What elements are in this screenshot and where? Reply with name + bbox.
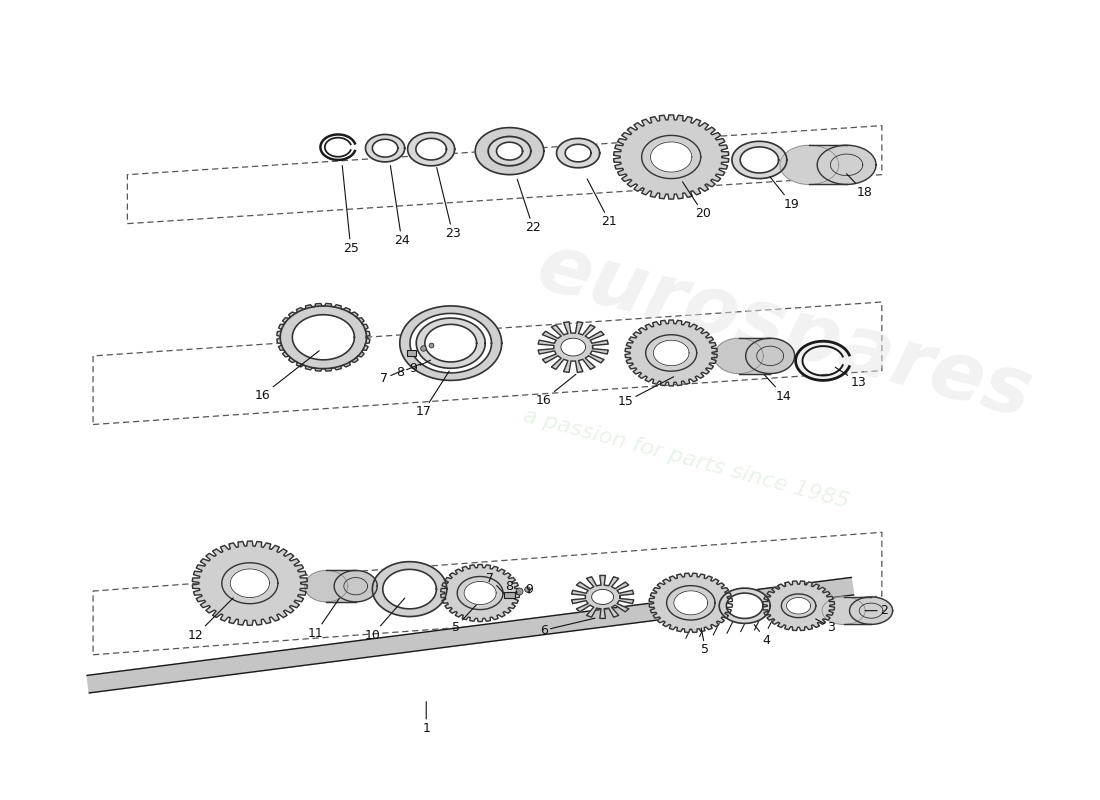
Text: 10: 10 xyxy=(364,598,405,642)
Polygon shape xyxy=(293,314,354,360)
Polygon shape xyxy=(649,574,733,633)
Text: 4: 4 xyxy=(755,625,770,646)
Polygon shape xyxy=(810,146,847,185)
Polygon shape xyxy=(739,338,770,374)
Polygon shape xyxy=(714,338,763,374)
Polygon shape xyxy=(475,128,543,174)
Polygon shape xyxy=(795,342,849,381)
Polygon shape xyxy=(334,570,377,602)
Polygon shape xyxy=(557,138,600,168)
Polygon shape xyxy=(320,134,355,160)
Text: 3: 3 xyxy=(816,619,835,634)
Polygon shape xyxy=(87,578,854,693)
Polygon shape xyxy=(740,147,779,173)
Polygon shape xyxy=(192,541,307,626)
Polygon shape xyxy=(641,135,701,178)
Text: 16: 16 xyxy=(536,374,576,406)
Text: 16: 16 xyxy=(255,350,319,402)
Text: 1: 1 xyxy=(422,702,430,734)
Text: 12: 12 xyxy=(188,598,233,642)
Polygon shape xyxy=(786,598,811,614)
Polygon shape xyxy=(230,569,270,598)
Bar xyxy=(407,350,417,356)
Text: 8: 8 xyxy=(506,580,517,593)
Polygon shape xyxy=(280,306,366,369)
Text: 11: 11 xyxy=(308,598,340,640)
Polygon shape xyxy=(650,142,692,172)
Polygon shape xyxy=(222,562,278,604)
Text: 23: 23 xyxy=(437,167,461,240)
Polygon shape xyxy=(614,115,728,199)
Polygon shape xyxy=(674,590,707,615)
Polygon shape xyxy=(849,597,892,624)
Polygon shape xyxy=(383,570,437,609)
Polygon shape xyxy=(565,144,591,162)
Polygon shape xyxy=(561,338,585,356)
Polygon shape xyxy=(496,142,522,160)
Polygon shape xyxy=(441,565,519,622)
Text: 20: 20 xyxy=(682,182,712,220)
Text: 5: 5 xyxy=(701,628,710,656)
Text: 14: 14 xyxy=(764,374,792,402)
Polygon shape xyxy=(538,322,608,372)
Text: 7: 7 xyxy=(381,370,404,385)
Polygon shape xyxy=(488,137,531,166)
Polygon shape xyxy=(425,324,476,362)
Polygon shape xyxy=(653,340,689,366)
Text: 2: 2 xyxy=(865,604,888,617)
Polygon shape xyxy=(464,582,496,605)
Polygon shape xyxy=(372,139,398,157)
Text: 6: 6 xyxy=(540,618,595,637)
Polygon shape xyxy=(277,303,370,371)
Polygon shape xyxy=(293,314,354,360)
Polygon shape xyxy=(817,146,876,185)
Text: 9: 9 xyxy=(409,360,430,375)
Text: 22: 22 xyxy=(517,179,541,234)
Text: 18: 18 xyxy=(847,174,872,198)
Text: 25: 25 xyxy=(342,166,359,254)
Polygon shape xyxy=(327,570,355,602)
Polygon shape xyxy=(408,133,454,166)
Polygon shape xyxy=(780,146,838,185)
Polygon shape xyxy=(399,306,502,381)
Polygon shape xyxy=(592,590,614,605)
Polygon shape xyxy=(572,575,634,618)
Text: eurospares: eurospares xyxy=(528,228,1040,435)
Polygon shape xyxy=(625,320,717,386)
Polygon shape xyxy=(458,577,503,610)
Text: 7: 7 xyxy=(486,572,503,592)
Polygon shape xyxy=(305,570,348,602)
Text: a passion for parts since 1985: a passion for parts since 1985 xyxy=(520,406,851,512)
Polygon shape xyxy=(781,594,816,618)
Polygon shape xyxy=(488,137,531,166)
Text: 8: 8 xyxy=(396,364,420,379)
Text: 17: 17 xyxy=(416,371,449,418)
Text: 13: 13 xyxy=(835,367,866,389)
Polygon shape xyxy=(504,592,516,598)
Polygon shape xyxy=(410,314,492,373)
Polygon shape xyxy=(719,588,770,623)
Polygon shape xyxy=(762,581,835,630)
Polygon shape xyxy=(301,322,345,353)
Text: 15: 15 xyxy=(617,377,673,409)
Polygon shape xyxy=(844,597,871,624)
Polygon shape xyxy=(822,597,866,624)
Polygon shape xyxy=(667,586,715,620)
Polygon shape xyxy=(416,138,447,160)
Text: 24: 24 xyxy=(390,166,409,246)
Polygon shape xyxy=(732,142,786,178)
Polygon shape xyxy=(416,318,485,368)
Text: 19: 19 xyxy=(770,177,800,210)
Polygon shape xyxy=(372,562,447,617)
Text: 21: 21 xyxy=(587,179,617,228)
Polygon shape xyxy=(646,334,696,371)
Polygon shape xyxy=(746,338,794,374)
Text: 9: 9 xyxy=(525,582,533,596)
Polygon shape xyxy=(365,134,405,162)
Polygon shape xyxy=(726,593,763,618)
Text: 5: 5 xyxy=(452,605,476,634)
